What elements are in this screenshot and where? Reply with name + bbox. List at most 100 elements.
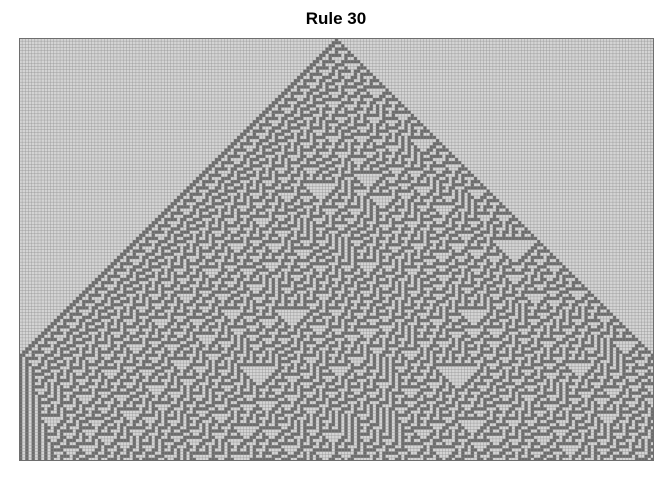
live-cell: [385, 123, 389, 127]
live-cell: [363, 198, 367, 203]
live-cell: [91, 344, 95, 348]
live-cell: [192, 221, 196, 225]
live-cell: [445, 246, 449, 250]
live-cell: [350, 180, 354, 184]
live-cell: [240, 341, 244, 345]
live-cell: [230, 262, 234, 266]
live-cell: [246, 240, 250, 244]
live-cell: [432, 315, 437, 319]
live-cell: [306, 132, 310, 136]
live-cell: [334, 148, 339, 152]
live-cell: [192, 296, 196, 301]
live-cell: [271, 183, 275, 187]
live-cell: [486, 290, 490, 294]
live-cell: [499, 258, 503, 263]
live-cell: [60, 331, 64, 335]
live-cell: [568, 334, 572, 338]
live-cell: [436, 249, 440, 253]
live-cell: [552, 277, 557, 282]
live-cell: [391, 202, 395, 206]
live-cell: [306, 268, 310, 272]
live-cell: [325, 148, 329, 152]
live-cell: [559, 271, 563, 275]
live-cell: [101, 274, 105, 278]
live-cell: [164, 306, 168, 310]
live-cell: [284, 240, 288, 244]
live-cell: [233, 167, 238, 171]
live-cell: [375, 217, 380, 222]
live-cell: [366, 296, 370, 301]
live-cell: [167, 337, 171, 342]
live-cell: [246, 217, 250, 222]
live-cell: [530, 255, 534, 260]
live-cell: [375, 126, 380, 130]
live-cell: [338, 198, 342, 203]
live-cell: [524, 277, 528, 282]
live-cell: [227, 240, 231, 244]
live-cell: [334, 189, 339, 193]
live-cell: [518, 236, 522, 241]
live-cell: [167, 341, 171, 345]
live-cell: [546, 337, 550, 342]
live-cell: [436, 262, 440, 266]
live-cell: [214, 208, 219, 212]
live-cell: [281, 274, 285, 278]
live-cell: [338, 183, 342, 187]
live-cell: [331, 176, 335, 181]
live-cell: [278, 139, 282, 143]
live-cell: [315, 126, 320, 130]
live-cell: [391, 271, 395, 275]
live-cell: [454, 161, 459, 165]
live-cell: [511, 271, 516, 275]
live-cell: [442, 192, 446, 196]
live-cell: [511, 236, 516, 241]
live-cell: [401, 154, 405, 159]
live-cell: [417, 318, 421, 323]
live-cell: [382, 94, 386, 99]
live-cell: [486, 262, 490, 266]
live-cell: [290, 233, 294, 237]
live-cell: [312, 293, 317, 297]
live-cell: [325, 309, 329, 313]
live-cell: [556, 293, 560, 297]
live-cell: [306, 66, 310, 70]
live-cell: [571, 274, 576, 278]
live-cell: [350, 271, 354, 275]
live-cell: [575, 303, 579, 307]
live-cell: [568, 315, 572, 319]
live-cell: [167, 217, 171, 222]
live-cell: [350, 195, 354, 200]
live-cell: [208, 249, 212, 253]
live-cell: [347, 129, 351, 133]
live-cell: [492, 224, 497, 228]
live-cell: [537, 255, 541, 260]
live-cell: [413, 148, 418, 152]
live-cell: [284, 113, 288, 117]
live-cell: [369, 240, 373, 244]
live-cell: [199, 284, 203, 288]
live-cell: [357, 198, 361, 203]
live-cell: [107, 306, 111, 310]
live-cell: [284, 306, 288, 310]
live-cell: [404, 344, 408, 348]
live-cell: [571, 315, 576, 319]
live-cell: [331, 120, 335, 124]
live-cell: [350, 214, 354, 218]
live-cell: [246, 300, 250, 304]
live-cell: [379, 306, 383, 310]
live-cell: [518, 315, 522, 319]
live-cell: [293, 180, 298, 184]
live-cell: [505, 265, 509, 269]
live-cell: [413, 337, 418, 342]
live-cell: [259, 198, 263, 203]
live-cell: [410, 258, 414, 263]
live-cell: [224, 224, 228, 228]
live-cell: [221, 331, 225, 335]
live-cell: [255, 135, 260, 140]
live-cell: [404, 271, 408, 275]
live-cell: [230, 208, 234, 212]
live-cell: [252, 306, 256, 310]
live-cell: [271, 161, 275, 165]
live-cell: [208, 331, 212, 335]
live-cell: [287, 274, 291, 278]
